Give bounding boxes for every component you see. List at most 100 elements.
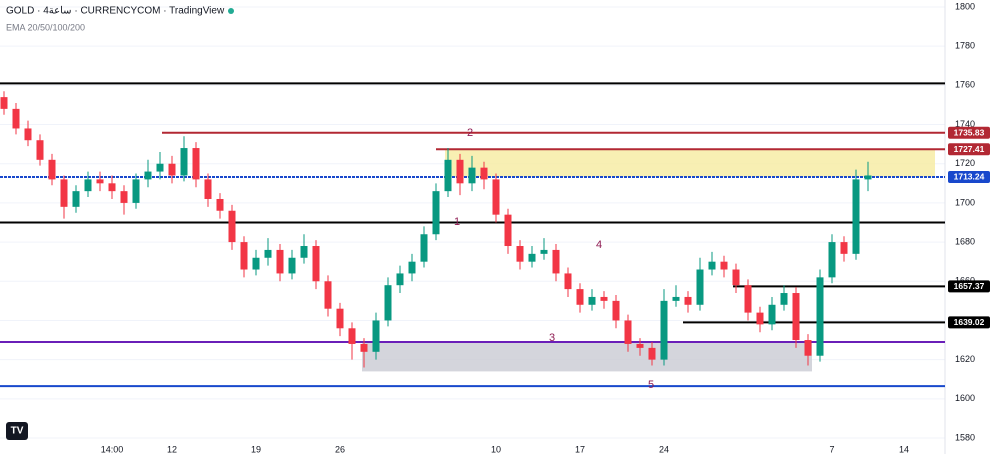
candle-body [804, 340, 812, 356]
candle-body [336, 308, 344, 329]
candle-body [144, 171, 152, 180]
y-tick-label: 1620 [955, 354, 975, 364]
candle-body [12, 108, 20, 129]
candle-body [504, 214, 512, 247]
candle-body [300, 246, 308, 258]
candle-body [444, 159, 452, 192]
annotation: 1 [454, 216, 460, 228]
candle-body [636, 343, 644, 348]
price-tag [948, 143, 990, 156]
chart-title: GOLD · 4ساعة · CURRENCYCOM · TradingView [6, 6, 225, 17]
candle-body [768, 304, 776, 325]
candle-body [192, 148, 200, 180]
candle-body [348, 328, 356, 344]
candle-body [732, 269, 740, 286]
candle-body [708, 261, 716, 270]
candle-body [108, 183, 116, 192]
candle-body [516, 246, 524, 262]
candle-body [216, 198, 224, 211]
y-tick-label: 1760 [955, 80, 975, 90]
candle-body [24, 128, 32, 141]
x-tick-label: 24 [659, 444, 669, 454]
candle-body [252, 257, 260, 270]
candle-body [156, 163, 164, 172]
annotation: 2 [467, 127, 473, 139]
zone [445, 149, 935, 177]
x-tick-label: 26 [335, 444, 345, 454]
candle-body [324, 281, 332, 309]
candle-body [528, 253, 536, 262]
candle-body [816, 277, 824, 356]
y-tick-label: 1600 [955, 393, 975, 403]
candle-body [492, 179, 500, 215]
candle-body [864, 175, 872, 180]
x-tick-label: 12 [167, 444, 177, 454]
candle-body [288, 257, 296, 274]
candle-body [396, 273, 404, 286]
candle-body [468, 167, 476, 184]
candle-body [672, 296, 680, 301]
candle-body [744, 285, 752, 313]
candle-body [540, 249, 548, 254]
candle-body [828, 242, 836, 278]
candle-body [120, 191, 128, 203]
price-tag [948, 280, 990, 293]
candle-body [564, 273, 572, 290]
price-tag [948, 316, 990, 329]
candle-body [792, 293, 800, 341]
candle-body [612, 300, 620, 321]
candle-body [684, 296, 692, 305]
logo [6, 422, 28, 440]
candle-body [648, 347, 656, 360]
candle-body [624, 320, 632, 344]
candle-body [264, 249, 272, 258]
candle-body [756, 312, 764, 325]
zone [362, 342, 812, 372]
candle-body [432, 191, 440, 235]
candle-body [696, 269, 704, 305]
price-tag-label: 1735.83 [954, 127, 985, 137]
candle-body [660, 300, 668, 360]
x-tick-label: 19 [251, 444, 261, 454]
y-tick-label: 1580 [955, 432, 975, 442]
candle-body [420, 234, 428, 262]
candle-body [384, 285, 392, 321]
y-tick-label: 1780 [955, 41, 975, 51]
price-tag-label: 1639.02 [954, 317, 985, 327]
candle-body [84, 179, 92, 192]
price-tag-label: 1713.24 [954, 172, 985, 182]
indicator-label: EMA 20/50/100/200 [6, 22, 85, 32]
candle-body [852, 179, 860, 254]
price-tag-label: 1727.41 [954, 144, 985, 154]
y-tick-label: 1680 [955, 236, 975, 246]
candle-body [456, 159, 464, 184]
candle-body [204, 179, 212, 199]
y-tick-label: 1740 [955, 119, 975, 129]
price-tag [948, 126, 990, 139]
background-layer [0, 6, 945, 439]
y-tick-label: 1720 [955, 158, 975, 168]
y-tick-label: 1700 [955, 197, 975, 207]
candle-body [228, 210, 236, 243]
candle-body [132, 179, 140, 203]
candle-body [588, 296, 596, 305]
candle-body [72, 191, 80, 207]
x-tick-label: 14 [899, 444, 909, 454]
candle-body [36, 140, 44, 160]
candle-body [180, 148, 188, 176]
candle-body [372, 320, 380, 352]
candle-body [408, 261, 416, 274]
x-tick-label: 10 [491, 444, 501, 454]
candle-body [780, 293, 788, 305]
price-tag-label: 1657.37 [954, 281, 985, 291]
candle-body [360, 343, 368, 352]
annotation: 5 [648, 379, 654, 391]
x-tick-label: 7 [829, 444, 834, 454]
x-tick-label: 14:00 [101, 444, 124, 454]
candle-body [552, 249, 560, 274]
candle-body [840, 242, 848, 254]
candle-body [168, 163, 176, 176]
y-tick-label: 1800 [955, 1, 975, 11]
price-tag [948, 170, 990, 183]
candle-body [600, 296, 608, 301]
